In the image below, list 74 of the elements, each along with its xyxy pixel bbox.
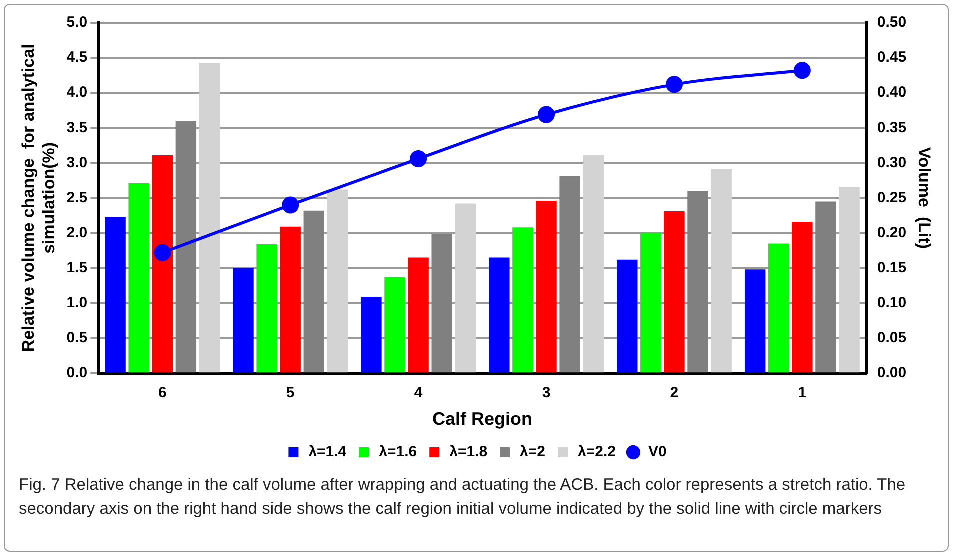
y2-tick-label: 0.00 xyxy=(877,364,907,382)
bar xyxy=(361,297,382,373)
bar xyxy=(512,228,534,373)
bar xyxy=(152,155,173,373)
y2-axis-title: Volume (Lit) xyxy=(915,147,934,250)
point xyxy=(538,106,556,124)
bar xyxy=(688,191,708,373)
bar xyxy=(304,210,324,373)
point xyxy=(282,196,300,214)
x-tick-label: 3 xyxy=(542,384,551,402)
bar xyxy=(408,258,429,373)
bar xyxy=(744,270,766,373)
point xyxy=(410,150,428,168)
y-tick-label: 1.5 xyxy=(66,259,88,276)
y2-tick-label: 0.35 xyxy=(877,119,907,136)
bar xyxy=(560,176,580,373)
bar xyxy=(455,204,476,373)
bar xyxy=(640,233,662,373)
y-tick-label: 0.5 xyxy=(66,330,88,346)
y-tick-label: 4.5 xyxy=(66,49,88,66)
bar xyxy=(617,260,638,373)
legend-label: λ=2 xyxy=(520,444,546,461)
y-tick-label: 2.5 xyxy=(66,189,88,206)
point xyxy=(666,76,683,94)
legend-label: λ=1.6 xyxy=(379,444,418,461)
point xyxy=(794,62,811,80)
bar xyxy=(280,226,301,373)
legend-label: V0 xyxy=(648,444,667,461)
y2-tick-label: 0.30 xyxy=(877,154,907,172)
y-tick-label: 4.0 xyxy=(66,84,88,102)
bar xyxy=(489,258,510,373)
bar xyxy=(384,277,406,373)
x-tick-label: 5 xyxy=(286,384,295,402)
bar xyxy=(233,268,254,373)
legend-label: λ=1.4 xyxy=(308,444,348,461)
bar xyxy=(711,169,732,373)
point xyxy=(154,244,172,262)
y2-tick-label: 0.50 xyxy=(877,14,907,32)
bar xyxy=(432,234,452,373)
y-tick-label: 0.0 xyxy=(66,364,88,382)
bar xyxy=(199,62,220,373)
bar xyxy=(536,201,557,373)
y2-tick-label: 0.25 xyxy=(877,189,907,206)
x-tick-label: 2 xyxy=(670,384,679,402)
bar xyxy=(583,155,604,373)
y2-tick-label: 0.05 xyxy=(877,330,907,346)
y2-tick-label: 0.20 xyxy=(877,224,907,242)
y-tick-label: 2.0 xyxy=(66,224,88,242)
bar xyxy=(839,186,860,373)
bar xyxy=(816,202,836,373)
y-tick-label: 5.0 xyxy=(66,14,88,32)
y-axis-title: Relative volume change for analytical simulation(%) xyxy=(18,44,58,352)
y2-tick-label: 0.15 xyxy=(877,259,907,276)
legend-label: λ=2.2 xyxy=(578,444,616,461)
x-tick-label: 4 xyxy=(414,384,424,402)
y-tick-label: 3.5 xyxy=(66,119,88,136)
bar xyxy=(256,244,278,373)
x-tick-label: 6 xyxy=(158,384,167,402)
bar xyxy=(664,212,685,373)
bar xyxy=(327,190,348,373)
bar xyxy=(768,244,790,373)
bar xyxy=(792,222,813,373)
y2-tick-label: 0.45 xyxy=(877,49,907,66)
caption: Fig. 7 Relative change in the calf volume after wrapping and actuating the ACB. Each color represents a stretch ratio. The secondary axis on the right hand side shows the calf region initial volume indicated by the solid line with circle markers xyxy=(19,475,907,520)
bar xyxy=(176,121,197,373)
x-tick-label: 1 xyxy=(798,384,807,402)
x-axis-title: Calf Region xyxy=(432,409,533,430)
y2-tick-label: 0.40 xyxy=(877,84,907,102)
legend-label: λ=1.8 xyxy=(450,444,488,461)
y-tick-label: 1.0 xyxy=(66,294,88,312)
y-tick-label: 3.0 xyxy=(66,154,88,172)
y2-tick-label: 0.10 xyxy=(877,294,907,312)
bar xyxy=(105,217,126,373)
bar xyxy=(128,183,150,373)
